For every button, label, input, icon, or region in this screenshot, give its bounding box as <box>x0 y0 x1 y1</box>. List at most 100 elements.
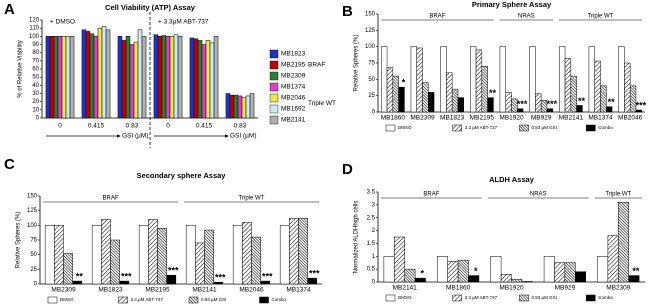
y-tick-label: 80 <box>32 50 39 56</box>
bar <box>416 47 423 113</box>
y-tick-label: 125 <box>27 208 38 214</box>
significance: *** <box>517 99 528 109</box>
legend-label: MB1823 <box>281 51 306 58</box>
legend-swatch <box>118 296 128 304</box>
y-tick-label: 125 <box>365 28 376 34</box>
legend-swatch <box>269 60 279 70</box>
bar <box>229 94 235 119</box>
bar <box>481 66 488 113</box>
bar <box>446 72 453 113</box>
x-tick-label: MB1860 <box>381 115 406 122</box>
significance: ** <box>608 97 616 107</box>
legend-swatch <box>586 124 596 132</box>
legend-swatch <box>385 294 396 302</box>
bar <box>540 99 548 113</box>
significance: *** <box>547 99 558 109</box>
bar <box>629 85 637 113</box>
y-tick-label: 1 <box>372 254 376 260</box>
significance: *** <box>636 100 647 110</box>
bar <box>470 46 477 113</box>
x-tick-label: MB1823 <box>98 287 123 294</box>
bar <box>447 261 459 283</box>
bar <box>475 49 483 113</box>
bar <box>394 236 405 283</box>
legend-label: Combo <box>598 125 613 130</box>
bar <box>61 36 67 119</box>
bar <box>69 36 75 119</box>
group-label: NRAS <box>530 192 547 198</box>
bar <box>383 256 395 283</box>
bar <box>89 33 95 119</box>
bar <box>628 275 640 283</box>
x-tick-label: MB2141 <box>192 287 217 294</box>
x-axis-label: GSI (µM) <box>230 133 257 140</box>
x-tick-label: 0.83 <box>126 123 139 130</box>
bar <box>543 256 555 283</box>
bar <box>511 98 518 113</box>
y-axis-label: Relative Spheres (%) <box>354 35 360 92</box>
chart-title: Secondary sphere Assay <box>137 171 227 180</box>
group-label: BRAF <box>102 196 118 202</box>
bar <box>157 36 163 119</box>
x-tick-label: 0 <box>58 123 62 130</box>
y-tick-label: 1.5 <box>367 241 376 247</box>
legend-label: DMSO <box>398 295 412 300</box>
panel-letter: B <box>342 3 353 20</box>
bar <box>307 277 318 285</box>
group-label: BRAF <box>423 192 439 198</box>
significance: *** <box>168 266 179 276</box>
y-tick-label: 100 <box>29 34 40 40</box>
bar <box>381 46 388 113</box>
bar <box>451 88 459 113</box>
bar <box>97 27 103 119</box>
bar <box>205 40 211 119</box>
x-tick-label: MB2195 <box>470 115 495 122</box>
legend-swatch <box>269 49 279 59</box>
legend-swatch <box>269 104 279 114</box>
bar <box>428 92 435 113</box>
bar <box>237 95 243 119</box>
y-tick-label: 40 <box>32 83 39 89</box>
bar <box>201 44 207 119</box>
bar <box>117 36 123 119</box>
bar <box>511 279 523 283</box>
x-tick-label: MB2309 <box>606 285 631 292</box>
bar <box>54 225 64 285</box>
y-tick-label: 20 <box>32 99 39 105</box>
bar <box>564 262 576 283</box>
bar <box>422 82 429 113</box>
y-tick-label: 150 <box>27 194 38 200</box>
bar <box>559 46 566 113</box>
legend-group: BRAF <box>308 62 325 69</box>
legend-swatch <box>519 294 529 302</box>
y-tick-label: 50 <box>30 252 37 258</box>
y-tick-label: 0 <box>34 282 38 288</box>
significance: * <box>402 78 406 88</box>
bar <box>141 36 147 119</box>
panel-letter: A <box>4 1 15 18</box>
y-tick-label: 100 <box>27 223 38 229</box>
bar <box>119 280 130 285</box>
legend-label: 3.3 µM ABT-737 <box>131 297 164 302</box>
bar <box>63 253 73 285</box>
legend-swatch <box>519 124 529 132</box>
bar <box>588 46 595 113</box>
bar <box>242 222 252 285</box>
x-tick-label: MB2309 <box>410 115 435 122</box>
y-tick-label: 90 <box>32 42 39 48</box>
legend-label: MB1374 <box>281 84 306 91</box>
bar <box>298 218 308 285</box>
bar <box>576 105 583 113</box>
bar <box>392 75 399 113</box>
bar <box>289 218 299 285</box>
legend-group: Triple WT <box>308 100 336 107</box>
x-tick-label: MB929 <box>555 285 576 292</box>
legend-label: MB1692 <box>281 106 306 113</box>
legend-label: DMSO <box>398 125 412 130</box>
legend-label: MB2195 <box>281 62 306 69</box>
legend-label: 0.83 µM GSI <box>532 125 557 130</box>
bar <box>65 36 71 119</box>
bar <box>594 60 601 113</box>
bar <box>570 75 577 113</box>
legend-label: 0.83 µM GSI <box>532 295 557 300</box>
